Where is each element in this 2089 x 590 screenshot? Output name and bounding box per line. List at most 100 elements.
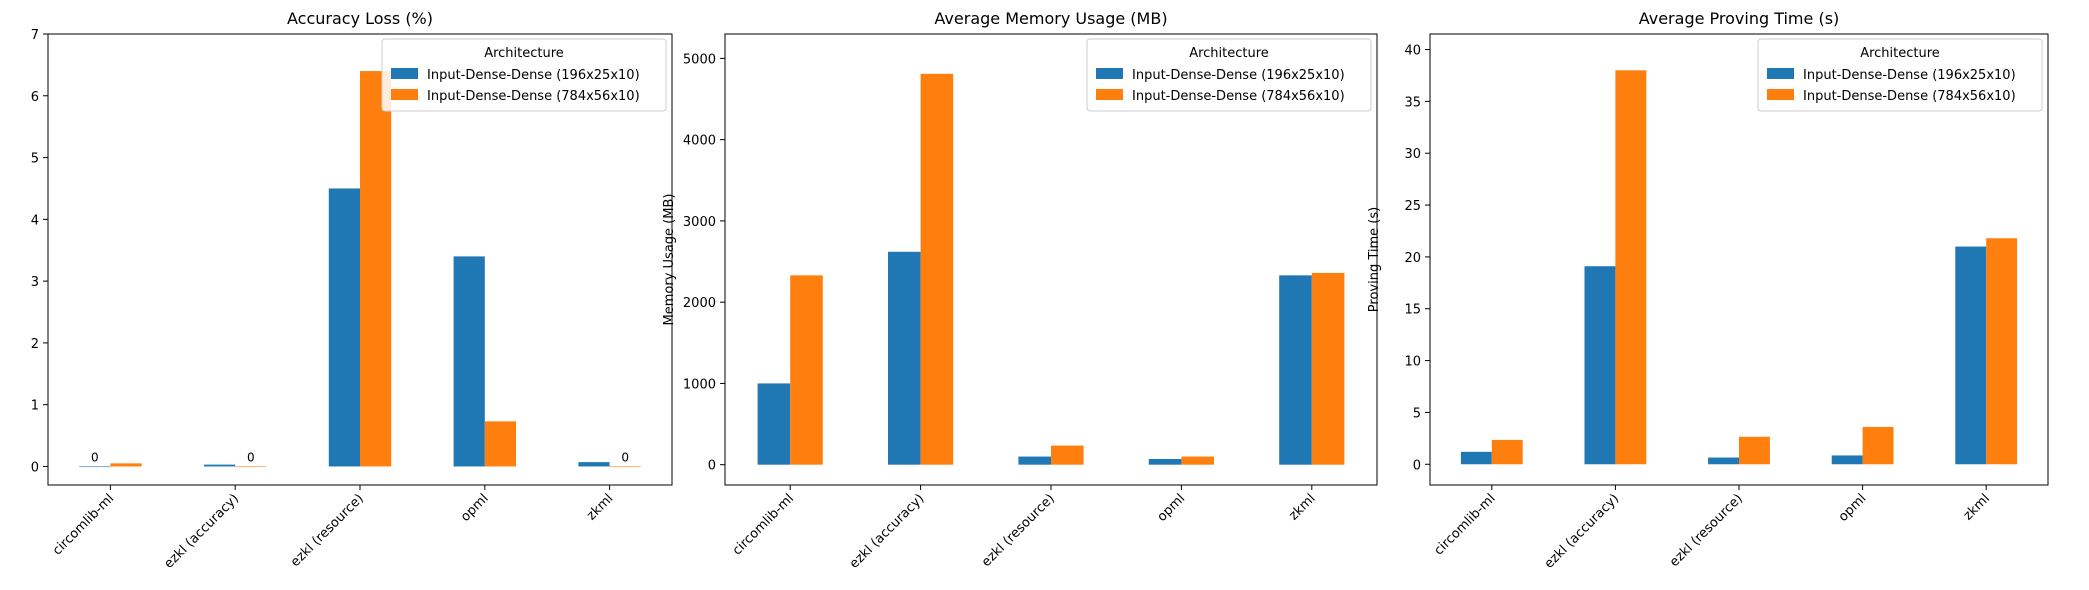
bar bbox=[1311, 272, 1345, 465]
y-tick-label: 7 bbox=[31, 28, 39, 43]
x-tick-label: opml bbox=[1155, 491, 1189, 525]
y-tick-label: 35 bbox=[1404, 95, 1421, 110]
chart-panel-1: Accuracy Loss (%)Accuracy Loss (%)012345… bbox=[31, 9, 673, 572]
y-tick-label: 0 bbox=[31, 460, 39, 475]
chart-title: Average Proving Time (s) bbox=[1639, 9, 1840, 28]
legend-entry: Input-Dense-Dense (196x25x10) bbox=[427, 68, 640, 83]
x-tick-label: ezkl (resource) bbox=[979, 491, 1058, 570]
legend-entry: Input-Dense-Dense (196x25x10) bbox=[1132, 68, 1345, 83]
legend-swatch bbox=[1096, 89, 1123, 100]
x-tick-label: zkml bbox=[1286, 491, 1318, 523]
bar bbox=[79, 466, 111, 468]
bar bbox=[790, 275, 823, 465]
bar bbox=[578, 462, 610, 467]
legend-swatch bbox=[391, 68, 418, 79]
legend-entry: Input-Dense-Dense (784x56x10) bbox=[1132, 89, 1345, 104]
legend-swatch bbox=[391, 89, 418, 100]
bar bbox=[1181, 456, 1214, 465]
bar bbox=[1615, 70, 1647, 465]
bar bbox=[1955, 246, 1987, 465]
x-tick-label: circomlib-ml bbox=[730, 491, 797, 558]
bar bbox=[453, 256, 485, 467]
legend: Architecture Input-Dense-Dense (196x25x10… bbox=[381, 38, 667, 112]
legend-box bbox=[1086, 38, 1372, 112]
y-tick-label: 0 bbox=[1413, 458, 1421, 473]
legend: Architecture Input-Dense-Dense (196x25x10… bbox=[1086, 38, 1372, 112]
legend-box bbox=[1757, 38, 2043, 112]
x-tick-label: zkml bbox=[584, 491, 616, 523]
x-tick-label: ezkl (accuracy) bbox=[1542, 491, 1623, 572]
bar bbox=[757, 383, 791, 465]
y-tick-label: 10 bbox=[1404, 355, 1421, 370]
y-tick-label: 4000 bbox=[683, 134, 716, 149]
bar bbox=[1460, 451, 1492, 465]
data-label: 0 bbox=[247, 450, 255, 464]
chart-title: Accuracy Loss (%) bbox=[287, 9, 433, 28]
y-tick-label: 1000 bbox=[683, 377, 716, 392]
legend-entry: Input-Dense-Dense (784x56x10) bbox=[1803, 89, 2016, 104]
bar bbox=[1491, 439, 1523, 465]
legend-title: Architecture bbox=[1189, 46, 1269, 61]
bar bbox=[1831, 455, 1863, 465]
bar bbox=[328, 188, 360, 467]
y-tick-label: 5 bbox=[31, 152, 39, 167]
bar bbox=[1986, 238, 2018, 465]
y-tick-label: 2000 bbox=[683, 296, 716, 311]
data-label: 0 bbox=[91, 450, 99, 464]
y-tick-label: 1 bbox=[31, 399, 39, 414]
x-tick-label: circomlib-ml bbox=[50, 491, 117, 558]
x-tick-label: ezkl (accuracy) bbox=[161, 491, 242, 572]
bar bbox=[1584, 266, 1616, 465]
bar bbox=[888, 251, 921, 465]
y-tick-label: 6 bbox=[31, 90, 39, 105]
x-tick-label: ezkl (resource) bbox=[288, 491, 367, 570]
legend: Architecture Input-Dense-Dense (196x25x10… bbox=[1757, 38, 2043, 112]
y-tick-label: 2 bbox=[31, 337, 39, 352]
plot-frame bbox=[724, 33, 1378, 486]
x-tick-label: circomlib-ml bbox=[1431, 491, 1498, 558]
y-tick-label: 30 bbox=[1404, 147, 1421, 162]
legend-title: Architecture bbox=[1860, 46, 1940, 61]
bar bbox=[1862, 426, 1894, 465]
y-tick-label: 20 bbox=[1404, 251, 1421, 266]
chart-panel-2: Average Memory Usage (MB) Memory Usage (M… bbox=[662, 9, 1378, 572]
legend-swatch bbox=[1096, 68, 1123, 79]
x-tick-label: ezkl (resource) bbox=[1667, 491, 1746, 570]
bar bbox=[1051, 445, 1084, 465]
y-tick-label: 3000 bbox=[683, 215, 716, 230]
bar bbox=[484, 421, 516, 467]
y-axis-label: Memory Usage (MB) bbox=[662, 194, 677, 326]
bar bbox=[1148, 458, 1182, 465]
y-tick-label: 25 bbox=[1404, 199, 1421, 214]
y-tick-label: 15 bbox=[1404, 303, 1421, 318]
y-tick-label: 3 bbox=[31, 275, 39, 290]
bar bbox=[204, 464, 236, 467]
bar bbox=[110, 463, 142, 467]
legend-title: Architecture bbox=[484, 46, 564, 61]
chart-panel-3: Average Proving Time (s) Proving Time (s)… bbox=[1367, 9, 2049, 572]
y-tick-label: 0 bbox=[708, 459, 716, 474]
legend-entry: Input-Dense-Dense (784x56x10) bbox=[427, 89, 640, 104]
data-label: 0 bbox=[621, 450, 629, 464]
x-tick-label: ezkl (accuracy) bbox=[847, 491, 928, 572]
plot-frame bbox=[1429, 33, 2049, 486]
bar bbox=[1279, 275, 1312, 465]
bar bbox=[1739, 436, 1770, 465]
legend-swatch bbox=[1767, 89, 1794, 100]
y-axis-label: Proving Time (s) bbox=[1367, 207, 1382, 312]
x-tick-label: opml bbox=[458, 491, 492, 525]
legend-box bbox=[381, 38, 667, 112]
bar bbox=[1708, 457, 1739, 465]
y-tick-label: 5000 bbox=[683, 52, 716, 67]
legend-swatch bbox=[1767, 68, 1794, 79]
x-tick-label: opml bbox=[1836, 491, 1870, 525]
x-tick-label: zkml bbox=[1961, 491, 1993, 523]
chart-title: Average Memory Usage (MB) bbox=[934, 9, 1167, 28]
bar bbox=[360, 71, 392, 467]
bar bbox=[235, 466, 267, 468]
legend-entry: Input-Dense-Dense (196x25x10) bbox=[1803, 68, 2016, 83]
y-tick-label: 5 bbox=[1413, 406, 1421, 421]
bar bbox=[920, 73, 954, 465]
bar bbox=[609, 466, 641, 468]
